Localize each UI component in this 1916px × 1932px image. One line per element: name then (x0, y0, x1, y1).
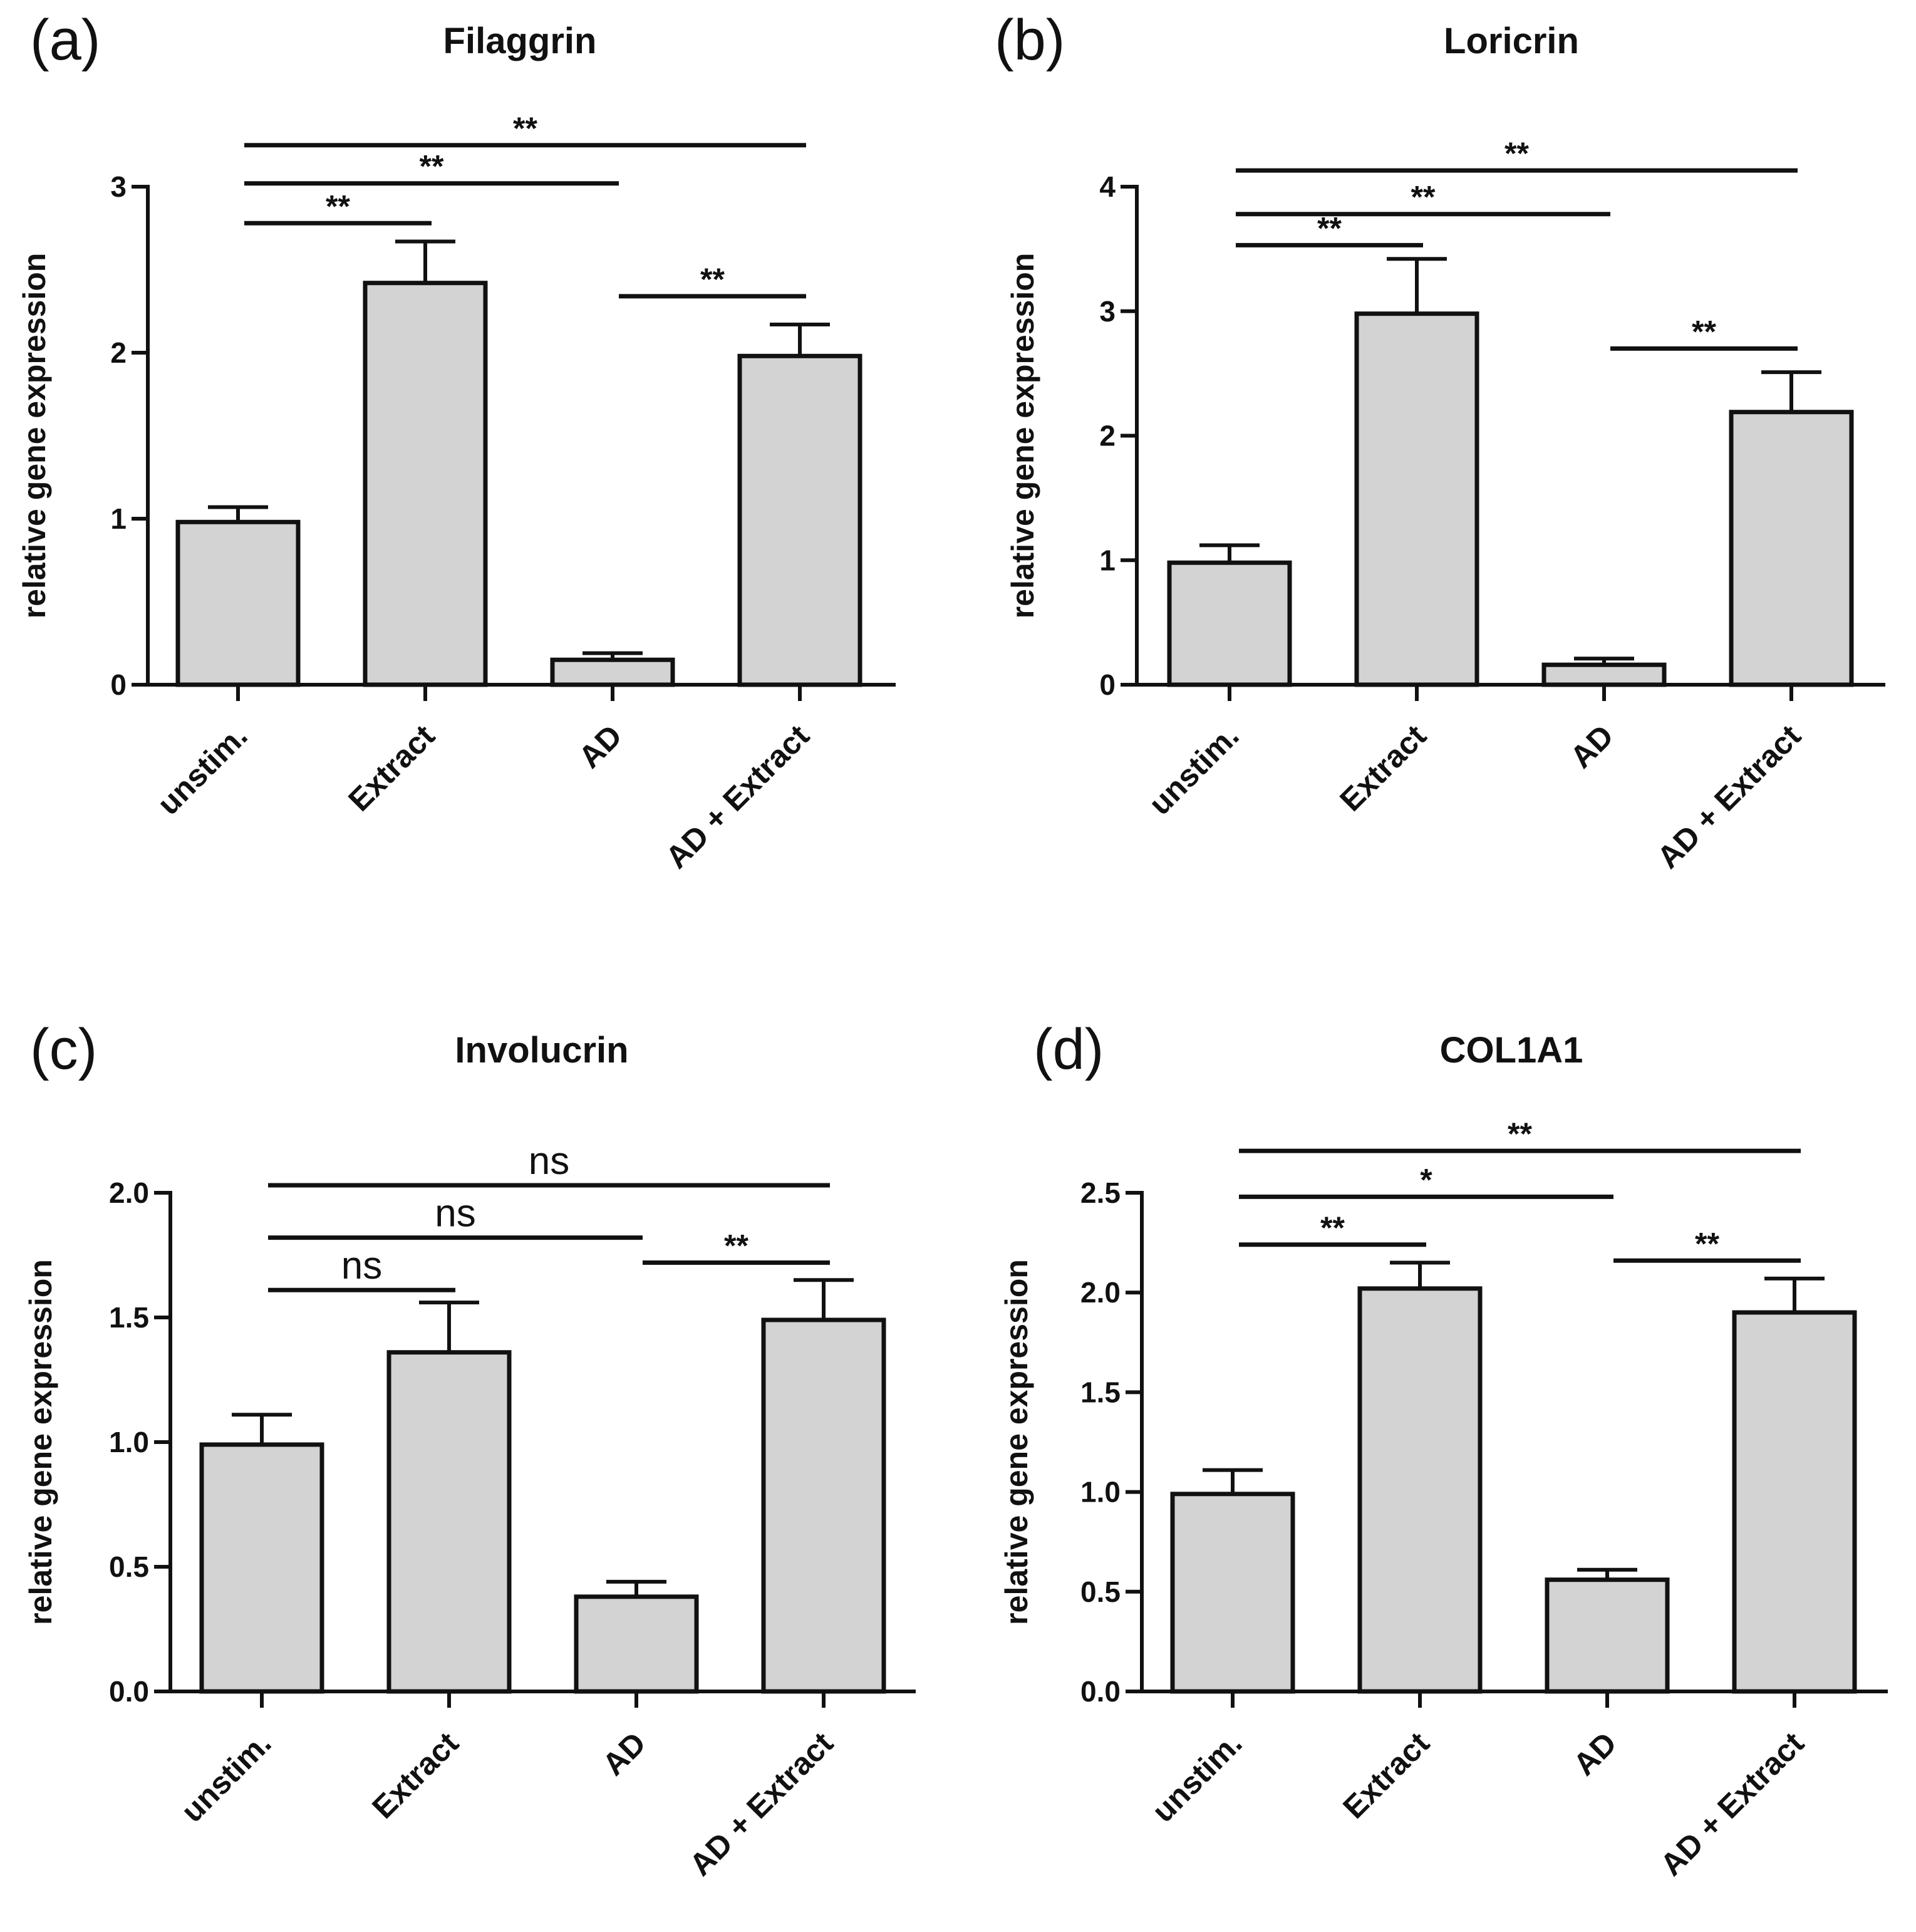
x-tick-label: unstim. (1145, 1725, 1248, 1829)
chart-panel-1: (a) Filaggrin relative gene expression 0 1 2 3… (17, 8, 896, 875)
y-axis-label: relative gene expression (1005, 253, 1040, 619)
panel-label: (c) (30, 1017, 97, 1081)
significance-label: ** (1508, 1116, 1532, 1151)
significance-label: ** (1317, 210, 1342, 246)
significance-label: ** (1692, 314, 1716, 349)
y-tick-label: 1.0 (1080, 1476, 1121, 1509)
bar (199, 1442, 324, 1694)
significance-label: * (1420, 1162, 1432, 1197)
y-tick-label: 0.0 (1080, 1675, 1121, 1708)
x-tick-label: unstim. (1142, 718, 1245, 821)
x-tick-label: Extract (1336, 1725, 1436, 1826)
y-tick-label: 0 (1099, 668, 1116, 701)
bar (1167, 560, 1292, 687)
y-tick-label: 1.5 (109, 1301, 149, 1334)
x-tick-label: AD + Extract (659, 718, 816, 875)
bar (1357, 1286, 1483, 1694)
bar (1541, 662, 1667, 687)
x-tick-label: Extract (341, 718, 442, 818)
chart-title: COL1A1 (1440, 1030, 1583, 1071)
y-tick-label: 2 (1099, 420, 1116, 452)
y-tick-label: 1 (1099, 544, 1116, 576)
y-tick-label: 0.5 (109, 1550, 149, 1583)
y-axis-label: relative gene expression (999, 1259, 1034, 1625)
significance-label: ns (341, 1244, 382, 1287)
x-tick-label: AD (1563, 718, 1620, 775)
y-axis-label: relative gene expression (17, 253, 52, 619)
x-tick-label: AD (596, 1725, 653, 1782)
y-tick-label: 1.5 (1080, 1376, 1121, 1408)
significance-label: ** (326, 189, 350, 224)
chart-title: Filaggrin (443, 21, 597, 61)
bar (1545, 1577, 1670, 1694)
significance-label: ** (700, 262, 725, 297)
x-tick-label: AD + Extract (683, 1725, 840, 1883)
bar (574, 1594, 699, 1694)
bar (386, 1350, 512, 1694)
y-tick-label: 1.0 (109, 1426, 149, 1458)
panel-label: (a) (30, 8, 100, 72)
panel-label: (b) (995, 8, 1065, 72)
bar (1732, 1310, 1857, 1694)
significance-label: ns (435, 1192, 475, 1235)
y-tick-label: 0 (110, 668, 127, 701)
chart-panel-2: (b) Loricrin relative gene expression 0 1 2 3 4… (995, 8, 1885, 875)
panel-label: (d) (1033, 1017, 1104, 1081)
x-tick-label: Extract (365, 1725, 465, 1826)
chart-panel-3: (c) Involucrin relative gene expression 0.0… (23, 1017, 916, 1883)
significance-label: ** (1411, 180, 1436, 215)
y-axis-label: relative gene expression (23, 1259, 58, 1625)
significance-label: ** (513, 111, 537, 146)
y-tick-label: 4 (1099, 170, 1116, 203)
y-tick-label: 2.0 (109, 1176, 149, 1209)
x-tick-label: unstim. (150, 718, 254, 821)
bar (1729, 410, 1854, 687)
y-tick-label: 3 (110, 170, 127, 203)
significance-label: ** (1695, 1226, 1719, 1261)
bar (175, 519, 301, 687)
y-tick-label: 2.0 (1080, 1276, 1121, 1309)
y-tick-label: 2 (110, 336, 127, 369)
bar (1170, 1492, 1295, 1694)
chart-title: Involucrin (455, 1030, 628, 1071)
significance-label: ** (420, 149, 444, 184)
x-tick-label: Extract (1333, 718, 1433, 818)
x-tick-label: AD + Extract (1650, 718, 1808, 875)
bar (550, 657, 675, 687)
bar (761, 1317, 886, 1694)
chart-panel-4: (d) COL1A1 relative gene expression 0.0 0.5 1… (999, 1017, 1888, 1883)
x-tick-label: unstim. (174, 1725, 277, 1829)
significance-label: ** (1504, 136, 1529, 171)
bar (737, 353, 862, 687)
bar (363, 281, 488, 687)
significance-label: ** (724, 1228, 748, 1263)
y-tick-label: 3 (1099, 295, 1116, 328)
y-tick-label: 0.5 (1080, 1576, 1121, 1608)
chart-title: Loricrin (1444, 21, 1579, 61)
y-tick-label: 2.5 (1080, 1176, 1121, 1209)
significance-label: ns (529, 1140, 569, 1183)
y-tick-label: 0.0 (109, 1675, 149, 1708)
y-tick-label: 1 (110, 502, 127, 535)
significance-label: ** (1320, 1210, 1345, 1245)
x-tick-label: AD (572, 718, 629, 775)
x-tick-label: AD (1566, 1725, 1623, 1782)
x-tick-label: AD + Extract (1654, 1725, 1811, 1883)
bar (1354, 311, 1479, 687)
